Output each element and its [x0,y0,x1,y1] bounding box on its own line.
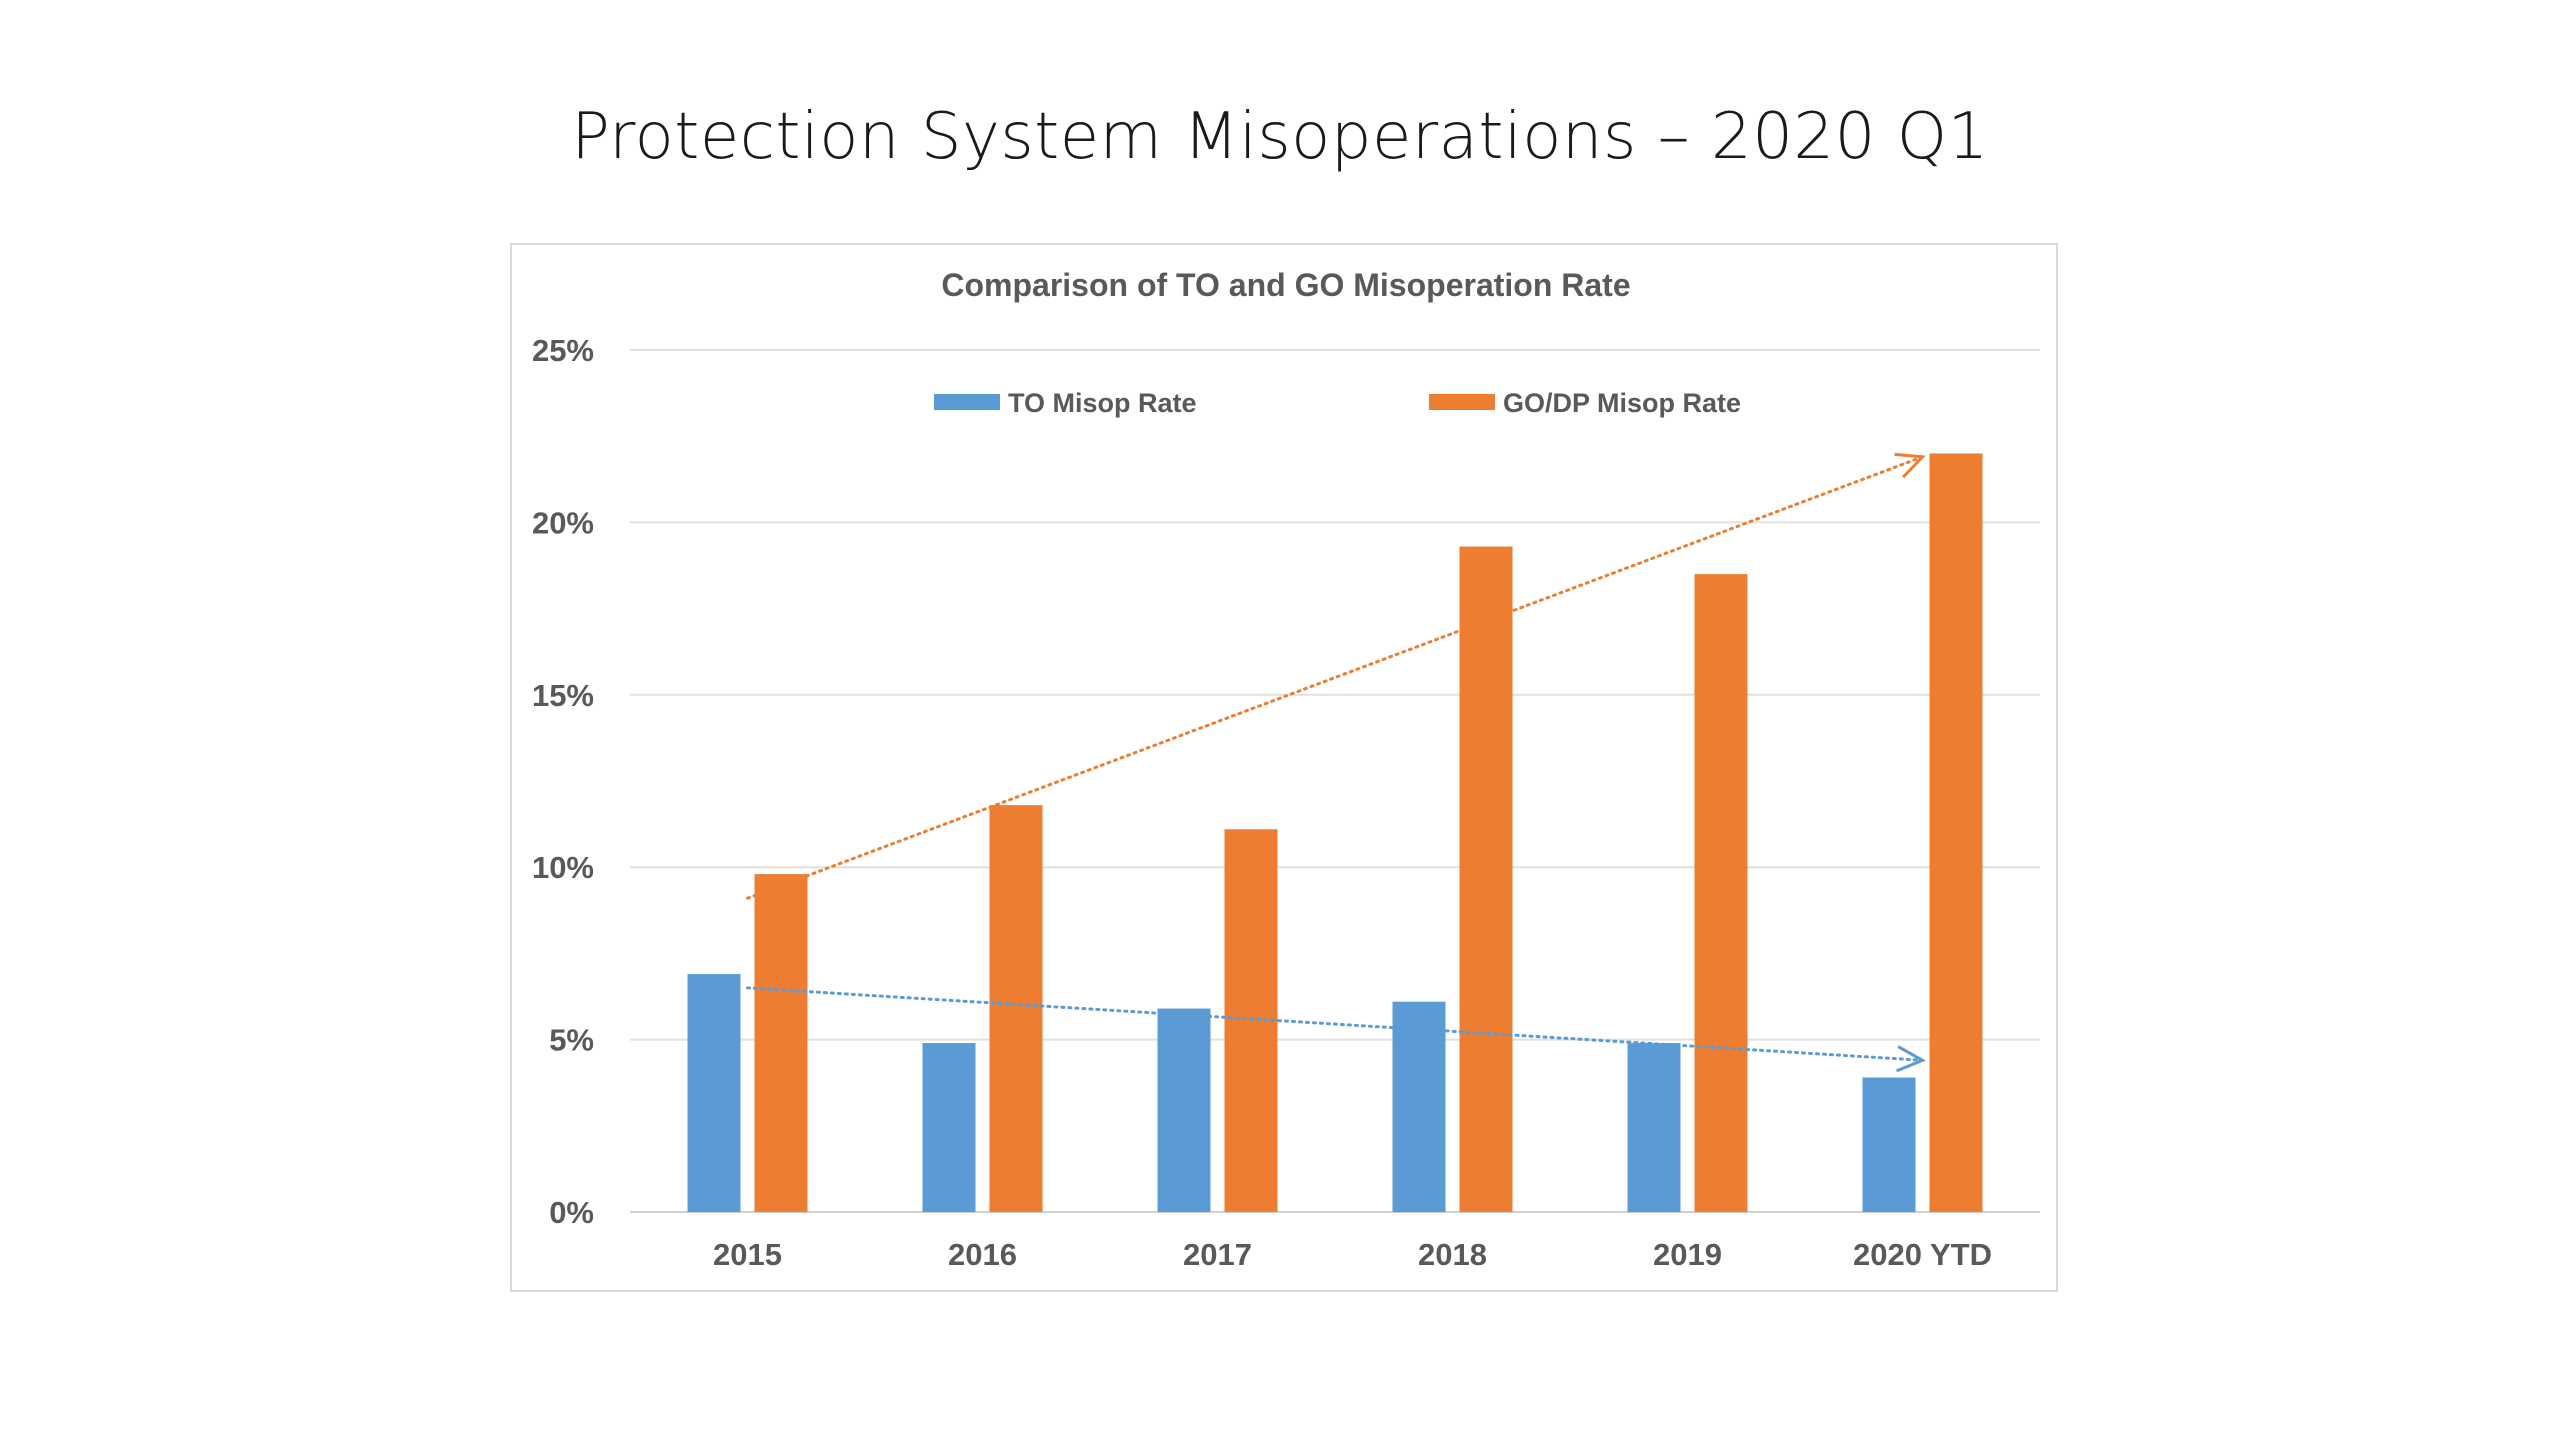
bar-go-2016 [989,805,1043,1212]
bar-go-2018 [1459,546,1513,1212]
x-tick-label: 2016 [948,1237,1017,1272]
trend-arrowhead-go [1894,452,1926,479]
x-axis-ticks: 2015 2016 2017 2018 2019 2020 YTD [713,1237,1992,1272]
y-axis-ticks: 0% 5% 10% 15% 20% 25% [532,333,594,1230]
slide-title: Protection System Misoperations – 2020 Q… [571,100,1989,174]
y-tick-label: 0% [549,1195,594,1230]
legend-label: TO Misop Rate [1008,388,1197,418]
legend: TO Misop Rate GO/DP Misop Rate [934,388,1741,418]
legend-label: GO/DP Misop Rate [1503,388,1741,418]
x-tick-label: 2019 [1653,1237,1722,1272]
bar-to-2018 [1392,1001,1446,1212]
bar-to-2017 [1157,1008,1211,1212]
bar-go-2019 [1694,574,1748,1212]
bar-go-2020-ytd [1929,453,1983,1212]
x-tick-label: 2020 YTD [1853,1237,1992,1272]
bar-chart: Comparison of TO and GO Misoperation Rat… [532,267,2040,1272]
legend-swatch [934,394,1000,410]
bars [687,453,1983,1212]
bar-to-2016 [922,1043,976,1212]
trend-line-to [746,986,1924,1062]
bar-to-2015 [687,974,741,1212]
bar-go-2017 [1224,829,1278,1212]
bar-go-2015 [754,874,808,1212]
bar-to-2020-ytd [1862,1077,1916,1212]
x-tick-label: 2018 [1418,1237,1487,1272]
grid-lines [630,349,2040,1213]
y-tick-label: 20% [532,505,594,540]
bar-to-2019 [1627,1043,1681,1212]
x-tick-label: 2015 [713,1237,782,1272]
y-tick-label: 15% [532,678,594,713]
trend-line-go [746,455,1924,900]
chart-title: Comparison of TO and GO Misoperation Rat… [941,267,1630,303]
trend-lines [746,452,1926,1073]
y-tick-label: 10% [532,850,594,885]
legend-swatch [1429,394,1495,410]
y-tick-label: 5% [549,1023,594,1058]
y-tick-label: 25% [532,333,594,368]
x-tick-label: 2017 [1183,1237,1252,1272]
trend-arrowhead-to [1896,1045,1926,1073]
chart-frame: Comparison of TO and GO Misoperation Rat… [510,243,2058,1292]
